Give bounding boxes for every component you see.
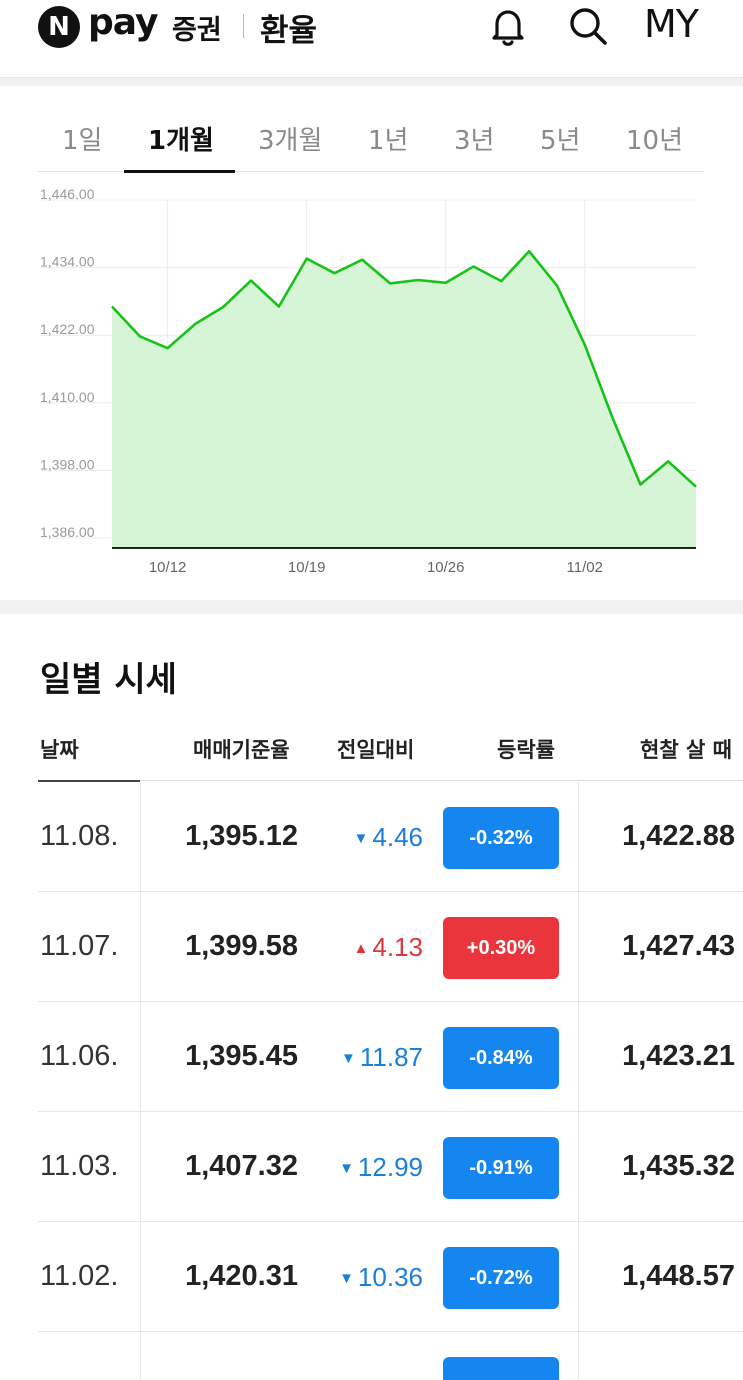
row-cash-buy: 1,422.88 [622, 820, 735, 852]
row-change: ▼ 4.46 [354, 822, 423, 853]
row-change-value: 12.99 [357, 1152, 423, 1182]
table-row[interactable]: 11.07. 1,399.58 ▲ 4.13 +0.30% 1,427.43 [38, 892, 743, 1002]
bell-icon[interactable] [484, 2, 532, 50]
down-arrow-icon: ▼ [353, 830, 369, 847]
row-divider [38, 1001, 743, 1002]
my-menu-button[interactable]: MY [644, 2, 699, 46]
row-base-rate: 1,395.12 [185, 820, 298, 852]
row-change-rate-badge: +0.30% [443, 917, 559, 979]
active-tab-indicator [124, 170, 235, 173]
row-change-value: 4.46 [372, 822, 423, 852]
row-change-rate-badge: -0.32% [443, 807, 559, 869]
column-divider [140, 782, 141, 1380]
securities-label[interactable]: 증권 [172, 15, 222, 46]
row-change-value: 10.36 [357, 1262, 423, 1292]
row-change-rate-badge [443, 1357, 559, 1380]
chart-series-line [111, 250, 697, 488]
down-arrow-icon: ▼ [339, 1270, 354, 1287]
column-header-change-rate: 등락률 [497, 738, 555, 762]
column-header-date: 날짜 [40, 738, 79, 762]
x-tick-label: 10/12 [149, 559, 187, 576]
row-change-value: 4.13 [372, 932, 423, 962]
row-divider [38, 1331, 743, 1332]
x-tick-label: 11/02 [567, 559, 603, 576]
table-row[interactable] [38, 1332, 743, 1380]
row-change-rate-badge: -0.91% [443, 1137, 559, 1199]
table-row[interactable]: 11.02. 1,420.31 ▼ 10.36 -0.72% 1,448.57 [38, 1222, 743, 1332]
row-date: 11.06. [40, 1040, 119, 1072]
period-tabs: 1일 1개월 3개월 1년 3년 5년 10년 [38, 104, 704, 173]
y-tick-label: 1,446.00 [40, 186, 95, 202]
tab-3-years[interactable]: 3년 [454, 126, 495, 156]
row-change: ▲ 4.13 [354, 932, 423, 963]
tab-1-year[interactable]: 1년 [368, 126, 409, 156]
row-change-rate-badge: -0.72% [443, 1247, 559, 1309]
chart-area-fill [112, 251, 696, 549]
y-tick-label: 1,410.00 [40, 389, 95, 405]
row-date: 11.02. [40, 1260, 119, 1292]
x-tick-label: 10/19 [288, 559, 326, 576]
y-tick-label: 1,434.00 [40, 254, 95, 270]
tab-1-day[interactable]: 1일 [62, 126, 103, 156]
down-arrow-icon: ▼ [339, 1160, 354, 1177]
row-date: 11.07. [40, 930, 119, 962]
column-divider [578, 782, 579, 1380]
header-underline [140, 780, 743, 781]
up-arrow-icon: ▲ [353, 940, 369, 957]
table-row[interactable]: 11.03. 1,407.32 ▼ 12.99 -0.91% 1,435.32 [38, 1112, 743, 1222]
column-header-base-rate: 매매기준율 [193, 738, 290, 762]
row-base-rate: 1,399.58 [185, 930, 298, 962]
chart-svg: 1,446.00 1,434.00 1,422.00 1,410.00 1,398.00… [40, 186, 697, 576]
down-arrow-icon: ▼ [341, 1050, 356, 1067]
column-header-cash-buy: 현찰 살 때 [640, 738, 732, 762]
section-gap [0, 600, 743, 614]
search-icon[interactable] [564, 2, 612, 50]
row-change-rate-badge: -0.84% [443, 1027, 559, 1089]
daily-prices-title: 일별 시세 [40, 660, 177, 700]
row-divider [38, 891, 743, 892]
row-cash-buy: 1,435.32 [622, 1150, 735, 1182]
tab-1-month[interactable]: 1개월 [148, 126, 214, 156]
section-gap [0, 78, 743, 86]
row-divider [38, 1111, 743, 1112]
row-change: ▼ 10.36 [339, 1262, 423, 1293]
row-cash-buy: 1,448.57 [622, 1260, 735, 1292]
tab-3-months[interactable]: 3개월 [258, 126, 323, 156]
npay-logo-mark[interactable]: N [38, 6, 80, 48]
tab-10-years[interactable]: 10년 [626, 126, 684, 156]
y-tick-label: 1,422.00 [40, 321, 95, 337]
row-base-rate: 1,420.31 [185, 1260, 298, 1292]
row-change: ▼ 12.99 [339, 1152, 423, 1183]
table-row[interactable]: 11.08. 1,395.12 ▼ 4.46 -0.32% 1,422.88 [38, 782, 743, 892]
x-tick-label: 10/26 [427, 559, 465, 576]
app-header: N pay 증권 환율 MY [0, 0, 743, 78]
header-underline [38, 780, 140, 782]
y-tick-label: 1,398.00 [40, 456, 95, 472]
row-divider [38, 1221, 743, 1222]
row-change: ▼ 11.87 [341, 1042, 423, 1073]
column-header-change: 전일대비 [337, 738, 415, 762]
row-cash-buy: 1,423.21 [622, 1040, 735, 1072]
npay-logo-text[interactable]: pay [88, 2, 158, 43]
row-date: 11.03. [40, 1150, 119, 1182]
row-base-rate: 1,407.32 [185, 1150, 298, 1182]
row-cash-buy: 1,427.43 [622, 930, 735, 962]
exchange-rate-chart[interactable]: 1,446.00 1,434.00 1,422.00 1,410.00 1,398.00… [0, 180, 743, 600]
row-change-value: 11.87 [359, 1042, 423, 1072]
y-tick-label: 1,386.00 [40, 524, 95, 540]
header-divider [243, 14, 244, 38]
tab-5-years[interactable]: 5년 [540, 126, 581, 156]
row-base-rate: 1,395.45 [185, 1040, 298, 1072]
table-row[interactable]: 11.06. 1,395.45 ▼ 11.87 -0.84% 1,423.21 [38, 1002, 743, 1112]
page-title: 환율 [260, 13, 318, 49]
row-date: 11.08. [40, 820, 119, 852]
